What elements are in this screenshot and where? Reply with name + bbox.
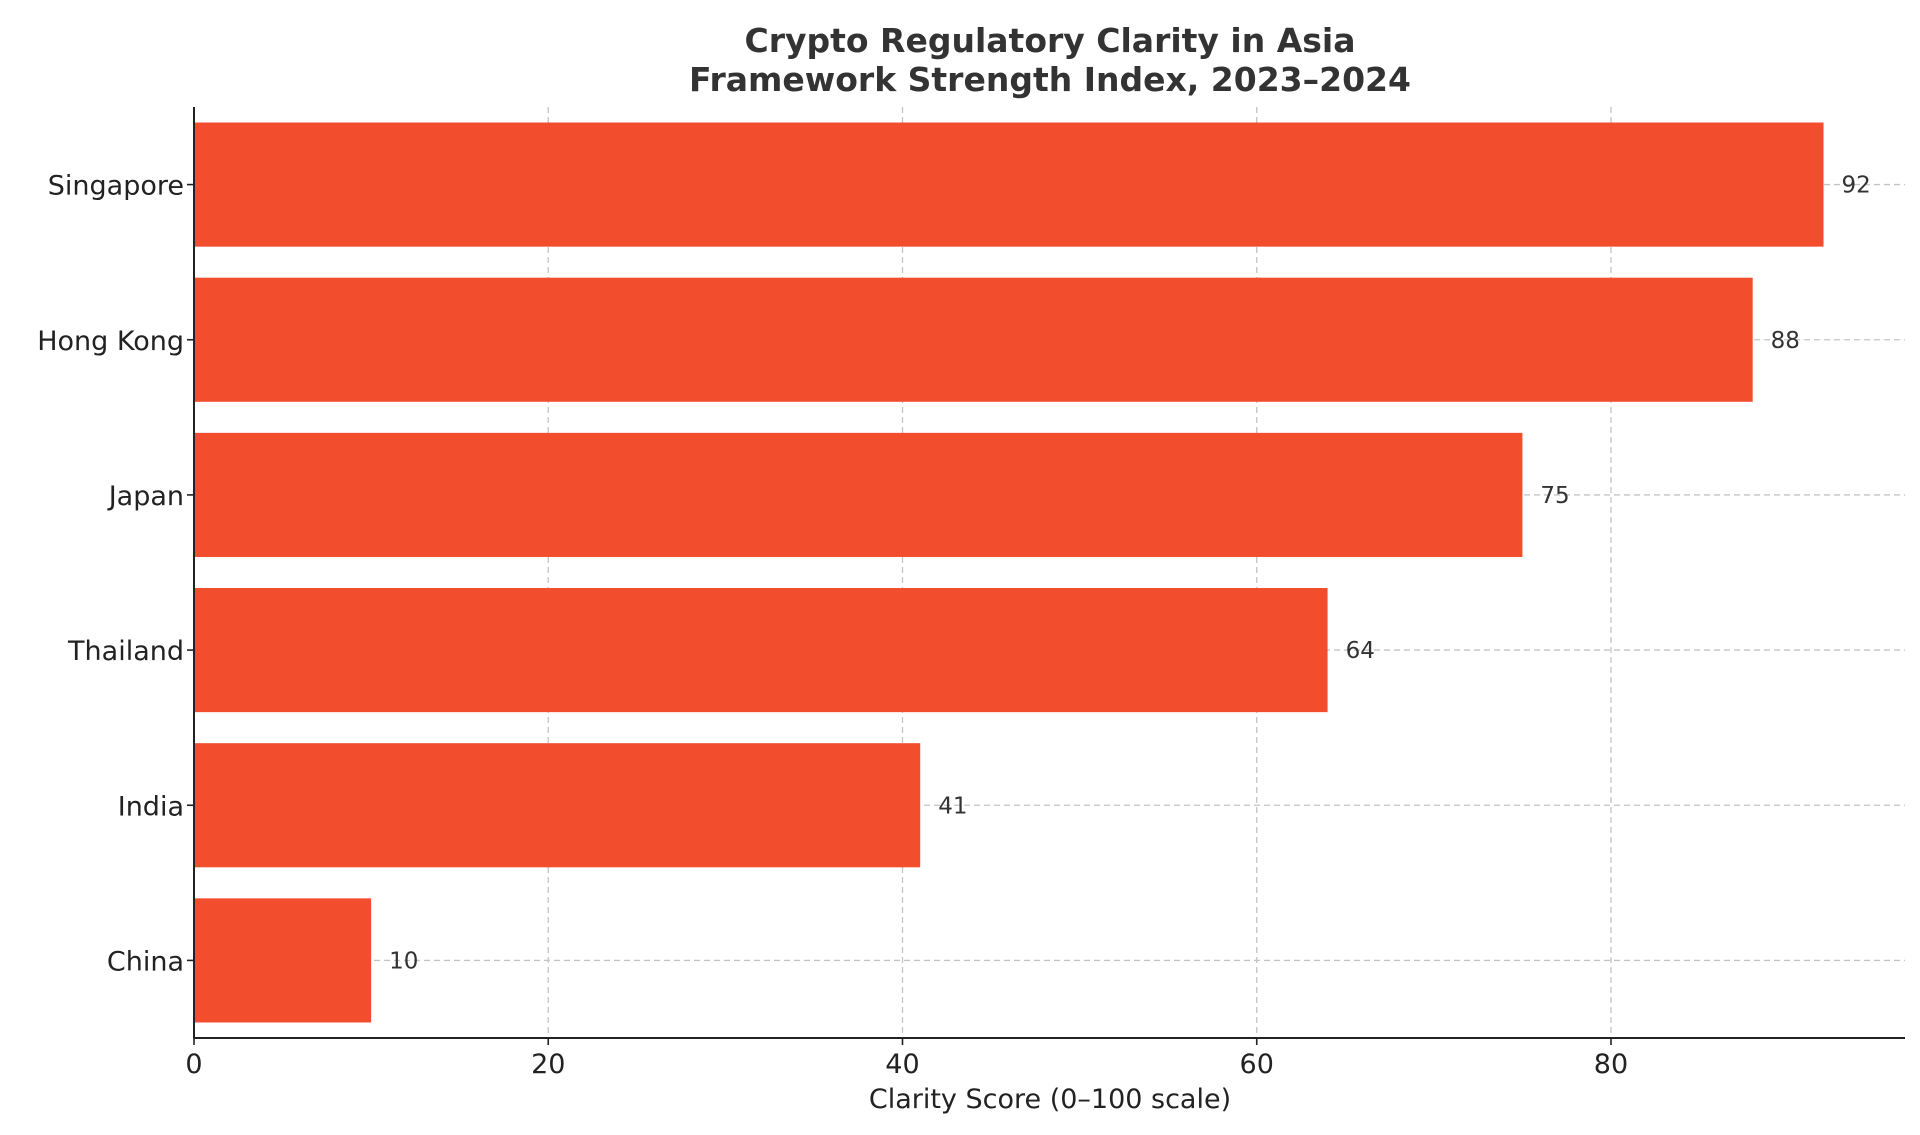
data-label: 41: [938, 793, 967, 819]
data-label-layer: 92 88 75 64 41 10: [389, 173, 1871, 975]
chart-title: Crypto Regulatory Clarity in Asia: [745, 21, 1356, 60]
bar-china: [194, 898, 372, 1023]
x-axis-label: Clarity Score (0–100 scale): [869, 1084, 1231, 1115]
data-label: 92: [1842, 173, 1871, 199]
x-tick-label: 80: [1594, 1049, 1628, 1080]
data-label: 88: [1771, 328, 1800, 354]
y-tick-label: Japan: [107, 481, 184, 512]
chart-subtitle: Framework Strength Index, 2023–2024: [689, 60, 1411, 99]
bar-hong-kong: [194, 277, 1753, 402]
bar-thailand: [194, 588, 1328, 713]
y-tick-layer: Singapore Hong Kong Japan Thailand India Chin…: [37, 171, 194, 977]
x-tick-layer: 0 20 40 60 80: [185, 1038, 1628, 1080]
x-tick-label: 0: [185, 1049, 202, 1080]
data-label: 10: [389, 948, 418, 974]
data-label: 75: [1540, 483, 1569, 509]
y-tick-label: India: [118, 791, 184, 822]
x-tick-label: 60: [1240, 1049, 1274, 1080]
y-tick-label: Thailand: [67, 636, 184, 667]
x-tick-label: 20: [531, 1049, 565, 1080]
y-tick-label: Hong Kong: [37, 326, 184, 357]
bar-layer: [194, 122, 1824, 1023]
y-tick-label: China: [107, 946, 184, 977]
y-tick-label: Singapore: [48, 171, 184, 202]
bar-india: [194, 743, 921, 868]
bar-japan: [194, 432, 1523, 557]
bar-singapore: [194, 122, 1824, 247]
x-tick-label: 40: [885, 1049, 919, 1080]
data-label: 64: [1346, 638, 1375, 664]
